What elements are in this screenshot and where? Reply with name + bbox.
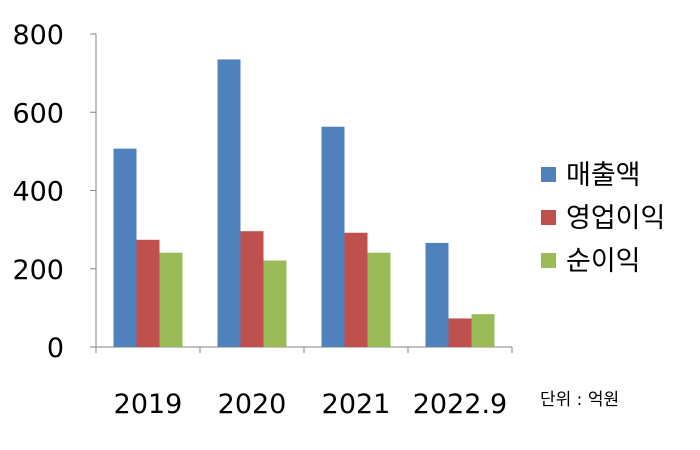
legend-swatch (541, 210, 556, 225)
legend-label: 매출액 (566, 160, 641, 191)
bar (321, 126, 345, 347)
legend-swatch (541, 253, 556, 268)
x-tick-labels: 2019 2020 2021 2022.9 (114, 389, 508, 420)
x-tick-label: 2020 (218, 389, 287, 420)
unit-label: 단위 : 억원 (540, 390, 619, 410)
legend-label: 영업이익 (566, 203, 665, 234)
y-tick-label: 400 (12, 177, 64, 208)
bar (136, 239, 160, 347)
bar (240, 231, 264, 347)
y-tick-label: 600 (12, 98, 64, 129)
legend-label: 순이익 (566, 246, 641, 277)
x-tick-label: 2019 (114, 389, 183, 420)
bar (159, 252, 183, 347)
y-tick-label: 200 (12, 255, 64, 286)
bar (113, 148, 137, 347)
x-tick-label: 2022.9 (413, 389, 507, 420)
bar (425, 242, 449, 347)
y-tick-labels: 0 200 400 600 800 (12, 20, 64, 364)
y-tick-label: 0 (47, 333, 64, 364)
y-tick-label: 800 (12, 20, 64, 51)
bar (263, 260, 287, 347)
bar (344, 232, 368, 347)
bar (367, 252, 391, 347)
x-tick-label: 2021 (322, 389, 391, 420)
bar (448, 318, 472, 347)
bar (217, 59, 241, 348)
bar (471, 314, 495, 347)
bars (113, 59, 495, 348)
legend-swatch (541, 167, 556, 182)
